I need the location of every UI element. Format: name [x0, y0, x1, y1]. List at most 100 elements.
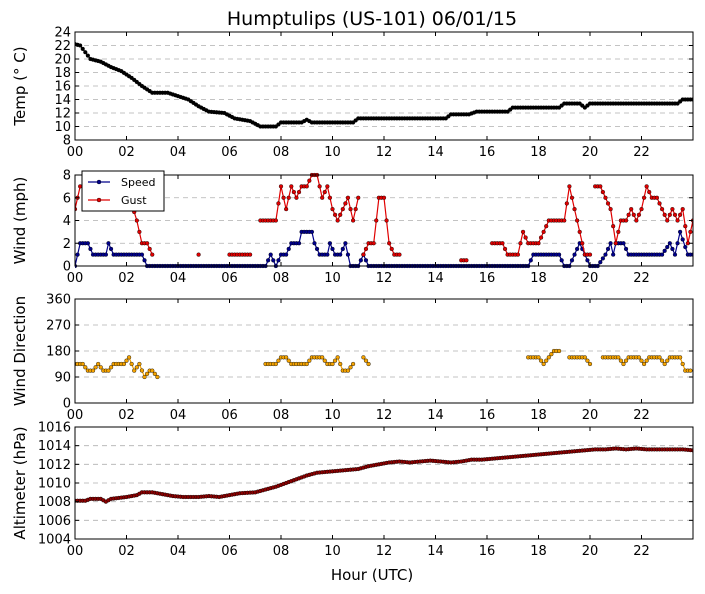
data-point: [374, 218, 379, 223]
data-point: [675, 218, 680, 223]
data-point: [284, 252, 289, 257]
data-point: [314, 246, 320, 252]
y-tick-label: 18: [54, 66, 71, 81]
data-point: [598, 184, 603, 189]
data-point: [348, 207, 353, 212]
panel-2: 0 90 180 270 360 00 02 04 06 08 10 12 14 16 18 20 22 Wind…: [11, 293, 694, 423]
x-tick-label: 12: [376, 544, 393, 559]
data-point: [384, 218, 389, 223]
data-point: [680, 207, 685, 212]
x-tick-label: 10: [324, 408, 341, 423]
y-tick-label: 0: [63, 397, 71, 412]
data-point: [621, 361, 626, 367]
x-tick-label: 20: [582, 544, 599, 559]
data-point: [647, 189, 652, 195]
data-point: [694, 213, 698, 217]
x-tick-label: 08: [273, 145, 290, 160]
x-tick-label: 14: [427, 544, 444, 559]
x-tick-label: 16: [479, 145, 496, 160]
data-point: [644, 184, 649, 189]
series-line: [595, 184, 693, 244]
x-tick-label: 00: [67, 271, 84, 286]
data-point: [351, 361, 356, 367]
legend-marker: [96, 179, 102, 185]
data-point: [636, 355, 642, 360]
data-point: [696, 207, 700, 211]
x-tick-label: 02: [118, 145, 135, 160]
data-point: [106, 368, 111, 373]
data-point: [278, 184, 284, 189]
plot-area: [75, 446, 693, 504]
data-point: [294, 195, 299, 200]
data-point: [654, 195, 660, 200]
y-tick-label: 8: [63, 169, 71, 184]
data-point: [538, 235, 544, 240]
data-point: [562, 218, 567, 223]
data-point: [389, 246, 394, 252]
data-point: [325, 252, 330, 257]
data-point: [631, 212, 636, 217]
data-point: [83, 365, 88, 370]
data-point: [659, 207, 665, 212]
x-tick-label: 14: [427, 271, 444, 286]
data-point: [672, 252, 678, 257]
data-point: [600, 189, 605, 195]
y-tick-label: 0: [63, 260, 71, 275]
data-point: [518, 241, 523, 246]
data-point: [345, 252, 351, 257]
x-tick-label: 22: [633, 408, 650, 423]
data-point: [361, 355, 366, 360]
data-point: [85, 241, 90, 246]
legend: Speed Gust: [81, 170, 165, 212]
x-tick-label: 20: [582, 145, 599, 160]
data-point: [142, 258, 147, 263]
data-point: [108, 246, 114, 252]
data-point: [80, 46, 85, 51]
data-point: [608, 241, 613, 246]
data-point: [577, 229, 582, 234]
data-point: [662, 361, 667, 367]
y-tick-label: 4: [63, 214, 71, 229]
x-tick-label: 00: [67, 544, 84, 559]
legend-marker: [96, 197, 102, 203]
data-point: [145, 371, 150, 376]
data-point: [137, 361, 142, 367]
data-point: [538, 358, 544, 363]
y-axis-label: Altimeter (hPa): [11, 426, 29, 539]
data-point: [335, 355, 340, 360]
x-tick-label: 16: [479, 544, 496, 559]
x-tick-label: 18: [530, 271, 547, 286]
data-point: [623, 358, 629, 363]
data-point: [132, 368, 137, 373]
y-tick-label: 1008: [38, 495, 71, 510]
data-point: [271, 258, 276, 263]
data-point: [330, 361, 335, 367]
x-tick-label: 04: [170, 408, 187, 423]
data-point: [688, 368, 693, 373]
data-point: [634, 218, 639, 223]
data-point: [276, 258, 281, 263]
data-point: [273, 361, 278, 367]
x-tick-label: 10: [324, 145, 341, 160]
data-point: [304, 184, 309, 189]
data-point: [93, 365, 98, 370]
data-point: [291, 189, 296, 195]
data-point: [587, 361, 593, 367]
data-point: [616, 229, 621, 234]
data-point: [103, 252, 108, 257]
data-point: [289, 184, 294, 189]
y-axis-label: Wind (mph): [11, 177, 29, 265]
data-point: [603, 252, 608, 257]
legend-box: [81, 170, 165, 212]
data-point: [363, 246, 369, 252]
data-point: [338, 212, 343, 217]
data-point: [320, 195, 325, 200]
data-point: [608, 207, 613, 212]
data-point: [108, 365, 114, 370]
data-point: [155, 374, 160, 380]
data-point: [345, 195, 351, 200]
y-tick-label: 1010: [38, 477, 71, 492]
data-point: [667, 241, 672, 246]
data-point: [322, 189, 327, 195]
